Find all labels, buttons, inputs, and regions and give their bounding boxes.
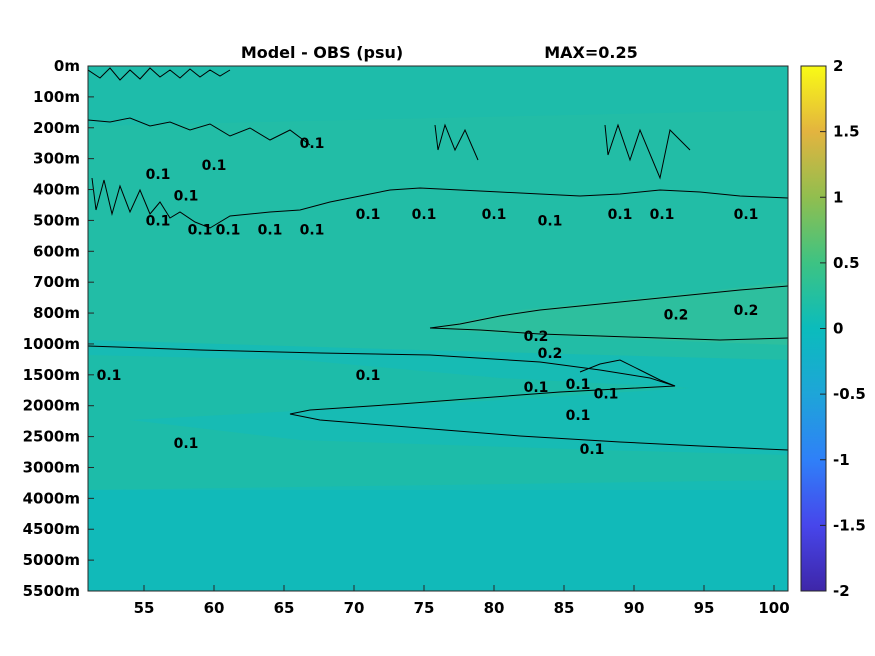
colorbar-tick-label: 0 (833, 320, 843, 338)
contour-label: 0.1 (594, 386, 619, 402)
colorbar-tick-label: -1.5 (833, 516, 866, 534)
band-abyss (88, 490, 788, 591)
contour-line-0.1-middle (88, 345, 788, 451)
x-tick-label: 100 (758, 599, 789, 617)
y-tick-label: 400m (33, 181, 80, 199)
contour-label: 0.1 (538, 213, 563, 229)
y-tick-label: 2500m (23, 428, 80, 446)
contour-line-0.1-east-lobe (579, 359, 676, 387)
contour-label: 0.1 (566, 408, 591, 424)
contour-label: 0.2 (664, 308, 689, 324)
contour-line-0.1-surface-noise (88, 67, 231, 81)
y-tick-label: 600m (33, 242, 80, 260)
contour-label: 0.1 (412, 207, 437, 223)
contour-label: 0.2 (524, 329, 549, 345)
x-axis: 55 60 65 70 75 80 85 90 95 100 (134, 585, 790, 617)
x-tick-label: 95 (694, 599, 715, 617)
x-tick-label: 55 (134, 599, 155, 617)
y-tick-label: 4500m (23, 520, 80, 538)
y-tick-label: 100m (33, 88, 80, 106)
plot-frame (87, 65, 789, 592)
contour-label: 0.1 (356, 207, 381, 223)
y-tick-label: 0m (54, 57, 80, 75)
contour-label: 0.1 (258, 223, 283, 239)
y-tick-label: 800m (33, 304, 80, 322)
y-tick-label: 5500m (23, 582, 80, 600)
contour-label: 0.1 (174, 436, 199, 452)
colorbar-tick-label: 1.5 (833, 123, 860, 141)
chart-title: Model - OBS (psu) (241, 43, 403, 62)
colorbar-tick-label: -1 (833, 451, 850, 469)
contour-line-0.2 (429, 285, 788, 341)
x-tick-label: 80 (484, 599, 505, 617)
contour-label: 0.1 (97, 368, 122, 384)
contour-label: 0.1 (580, 442, 605, 458)
x-tick-label: 70 (344, 599, 365, 617)
contour-label: 0.2 (734, 303, 759, 319)
contour-labels: 0.10.10.10.10.10.10.1 0.10.10.10.10.10.10… (97, 136, 759, 458)
contour-label: 0.1 (174, 189, 199, 205)
contour-label: 0.1 (188, 223, 213, 239)
x-tick-label: 60 (204, 599, 225, 617)
y-tick-label: 500m (33, 211, 80, 229)
band-mid-water (88, 110, 788, 360)
contour-label: 0.1 (524, 380, 549, 396)
x-tick-label: 75 (414, 599, 435, 617)
contour-label: 0.1 (734, 207, 759, 223)
contour-label: 0.1 (300, 136, 325, 152)
y-tick-label: 5000m (23, 551, 80, 569)
contour-label: 0.1 (608, 207, 633, 223)
y-tick-label: 3000m (23, 458, 80, 476)
contour-label: 0.1 (356, 368, 381, 384)
colorbar-tick-label: 0.5 (833, 254, 860, 272)
x-tick-label: 85 (554, 599, 575, 617)
contour-label: 0.2 (538, 346, 563, 362)
y-tick-label: 1500m (23, 366, 80, 384)
contour-label: 0.1 (202, 158, 227, 174)
colorbar-tick-label: -2 (833, 582, 850, 600)
colorbar: 2 1.5 1 0.5 0 -0.5 -1 -1.5 -2 (800, 57, 866, 600)
contour-line-0.1-lower-west (91, 177, 788, 229)
band-0.2-region (430, 282, 788, 345)
colorbar-tick-label: -0.5 (833, 385, 866, 403)
y-tick-label: 200m (33, 119, 80, 137)
y-tick-label: 1000m (23, 335, 80, 353)
plot-area: 0.10.10.10.10.10.10.1 0.10.10.10.10.10.10… (88, 66, 788, 591)
y-tick-label: 4000m (23, 489, 80, 507)
contour-line-0.1-east-speckles (434, 123, 691, 180)
x-tick-label: 65 (274, 599, 295, 617)
contour-label: 0.1 (146, 213, 171, 229)
colorbar-tick-label: 1 (833, 188, 843, 206)
contour-lines (88, 67, 788, 451)
y-tick-label: 300m (33, 150, 80, 168)
contour-label: 0.1 (482, 207, 507, 223)
contour-label: 0.1 (300, 223, 325, 239)
contour-label: 0.1 (566, 377, 591, 393)
x-tick-label: 90 (624, 599, 645, 617)
contour-line-0.1-upper-west (88, 117, 311, 146)
contour-label: 0.1 (650, 207, 675, 223)
max-annotation: MAX=0.25 (544, 43, 638, 62)
contour-label: 0.1 (216, 223, 241, 239)
y-tick-label: 2000m (23, 397, 80, 415)
colorbar-tick-label: 2 (833, 57, 843, 75)
y-axis: 0m 100m 200m 300m 400m 500m 600m 700m 800m 1000m 1… (23, 57, 94, 600)
contour-label: 0.1 (146, 167, 171, 183)
y-tick-label: 700m (33, 273, 80, 291)
colorbar-ticks: 2 1.5 1 0.5 0 -0.5 -1 -1.5 -2 (820, 57, 866, 600)
